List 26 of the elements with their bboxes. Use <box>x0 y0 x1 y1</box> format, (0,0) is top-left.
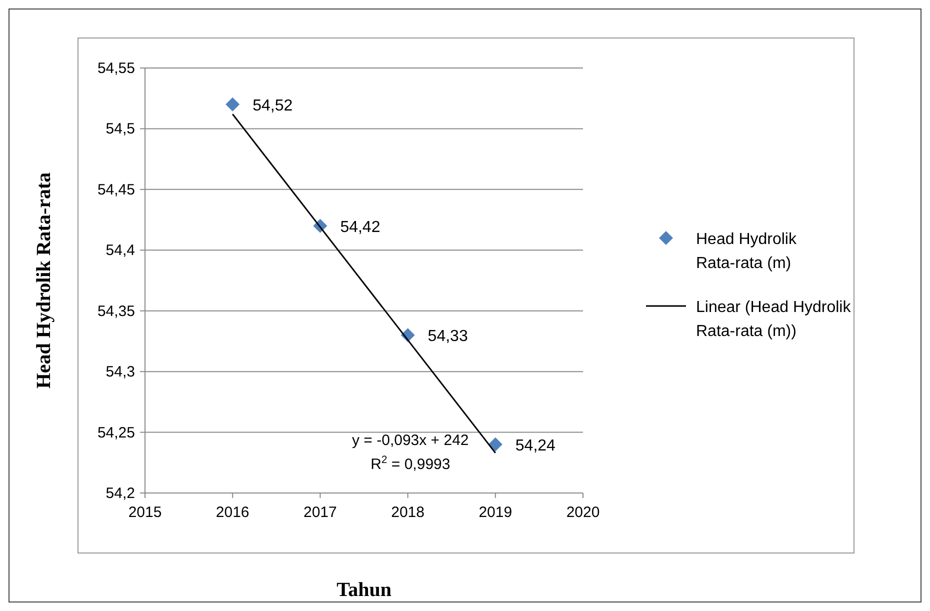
x-tick-label: 2016 <box>216 504 250 521</box>
x-tick-label: 2017 <box>304 504 337 521</box>
y-tick-label: 54,55 <box>97 60 135 77</box>
y-tick-label: 54,5 <box>106 120 135 138</box>
legend-label: Linear (Head Hydrolik Rata-rata (m)) <box>696 299 852 340</box>
legend-label: Head Hydrolik Rata-rata (m) <box>696 231 798 272</box>
y-tick-label: 54,2 <box>106 485 135 502</box>
data-label: 54,52 <box>252 97 293 114</box>
y-tick-label: 54,45 <box>97 181 135 198</box>
y-tick-label: 54,35 <box>97 302 135 320</box>
y-tick-label: 54,4 <box>106 242 135 260</box>
x-tick-label: 2019 <box>478 504 512 521</box>
data-label: 54,24 <box>515 437 556 454</box>
annotation: y = -0,093x + 242 <box>352 432 469 449</box>
x-axis-title: Tahun <box>336 579 392 601</box>
y-tick-label: 54,25 <box>97 424 135 442</box>
data-label: 54,33 <box>428 328 468 346</box>
x-tick-label: 2020 <box>566 504 600 521</box>
x-tick-label: 2018 <box>391 504 424 521</box>
data-label: 54,42 <box>340 218 380 236</box>
y-axis-title: Head Hydrolik Rata-rata <box>33 172 55 389</box>
y-tick-label: 54,3 <box>106 364 135 381</box>
annotation: R$^{2}$ = 0,9993 <box>370 454 450 473</box>
x-tick-label: 2015 <box>128 504 162 521</box>
point <box>226 97 240 112</box>
point <box>488 437 502 452</box>
